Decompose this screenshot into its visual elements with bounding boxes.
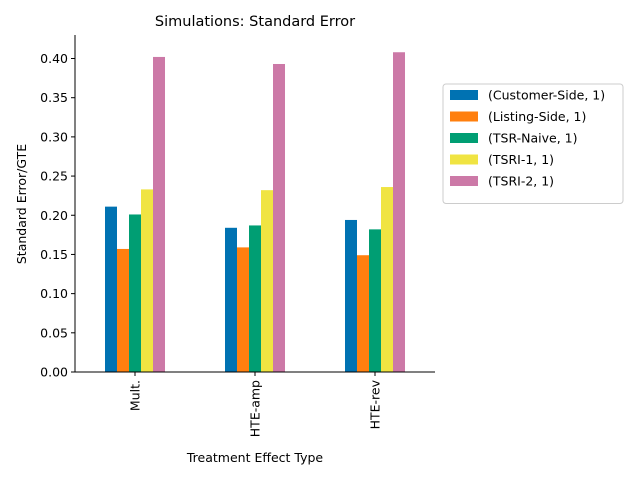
legend-label: (TSRI-2, 1) xyxy=(488,174,554,189)
legend-label: (Listing-Side, 1) xyxy=(488,109,586,124)
plot-area: 0.00 0.05 0.10 0.15 0.20 0.25 0.30 0.35 0.40 Mult… xyxy=(40,35,435,437)
y-tick-label: 0.10 xyxy=(40,286,68,301)
y-tick-label: 0.35 xyxy=(40,90,68,105)
series-1 xyxy=(117,247,369,372)
x-axis-label: Treatment Effect Type xyxy=(186,450,324,465)
legend-frame xyxy=(442,83,624,204)
legend-swatch xyxy=(450,154,478,165)
bar-HTE-amp-0 xyxy=(225,227,237,372)
x-tick-label: HTE-amp xyxy=(248,380,263,437)
y-tick-label: 0.30 xyxy=(40,129,68,144)
bar-HTE-amp-4 xyxy=(273,63,285,372)
series-4 xyxy=(153,52,405,373)
legend-swatch xyxy=(450,111,478,122)
legend-swatch xyxy=(450,176,478,186)
y-axis-label: Standard Error/GTE xyxy=(14,144,29,264)
bar-Mult.-4 xyxy=(153,56,165,373)
bar-HTE-amp-3 xyxy=(261,190,273,372)
bar-Mult.-0 xyxy=(105,206,117,372)
chart-title: Simulations: Standard Error xyxy=(155,14,355,30)
bar-HTE-rev-3 xyxy=(381,187,393,372)
legend-label: (TSR-Naive, 1) xyxy=(488,131,577,146)
y-tick-label: 0.00 xyxy=(40,365,68,380)
series-0 xyxy=(105,206,357,372)
y-tick-label: 0.15 xyxy=(40,247,68,262)
bar-Mult.-2 xyxy=(129,214,141,372)
bar-HTE-rev-2 xyxy=(369,229,381,372)
y-tick-label: 0.25 xyxy=(40,169,68,184)
legend-swatch xyxy=(450,133,478,143)
x-tick-label: HTE-rev xyxy=(368,379,383,429)
bar-Mult.-1 xyxy=(117,248,129,372)
bar-HTE-amp-1 xyxy=(237,247,249,372)
y-tick-label: 0.20 xyxy=(40,208,68,223)
bar-HTE-amp-2 xyxy=(249,225,261,372)
legend-swatch xyxy=(450,90,478,100)
legend: (Customer-Side, 1) (Listing-Side, 1) (TSR-… xyxy=(442,83,624,204)
x-tick-label: Mult. xyxy=(128,380,143,411)
y-tick-label: 0.05 xyxy=(40,325,68,340)
bar-HTE-rev-4 xyxy=(393,52,405,373)
legend-label: (Customer-Side, 1) xyxy=(488,88,605,103)
series-2 xyxy=(129,214,381,372)
series-3 xyxy=(141,187,393,372)
legend-label: (TSRI-1, 1) xyxy=(488,152,554,167)
y-tick-label: 0.40 xyxy=(40,51,68,66)
bar-HTE-rev-0 xyxy=(345,219,357,372)
bar-HTE-rev-1 xyxy=(357,255,369,372)
bar-Mult.-3 xyxy=(141,189,153,372)
